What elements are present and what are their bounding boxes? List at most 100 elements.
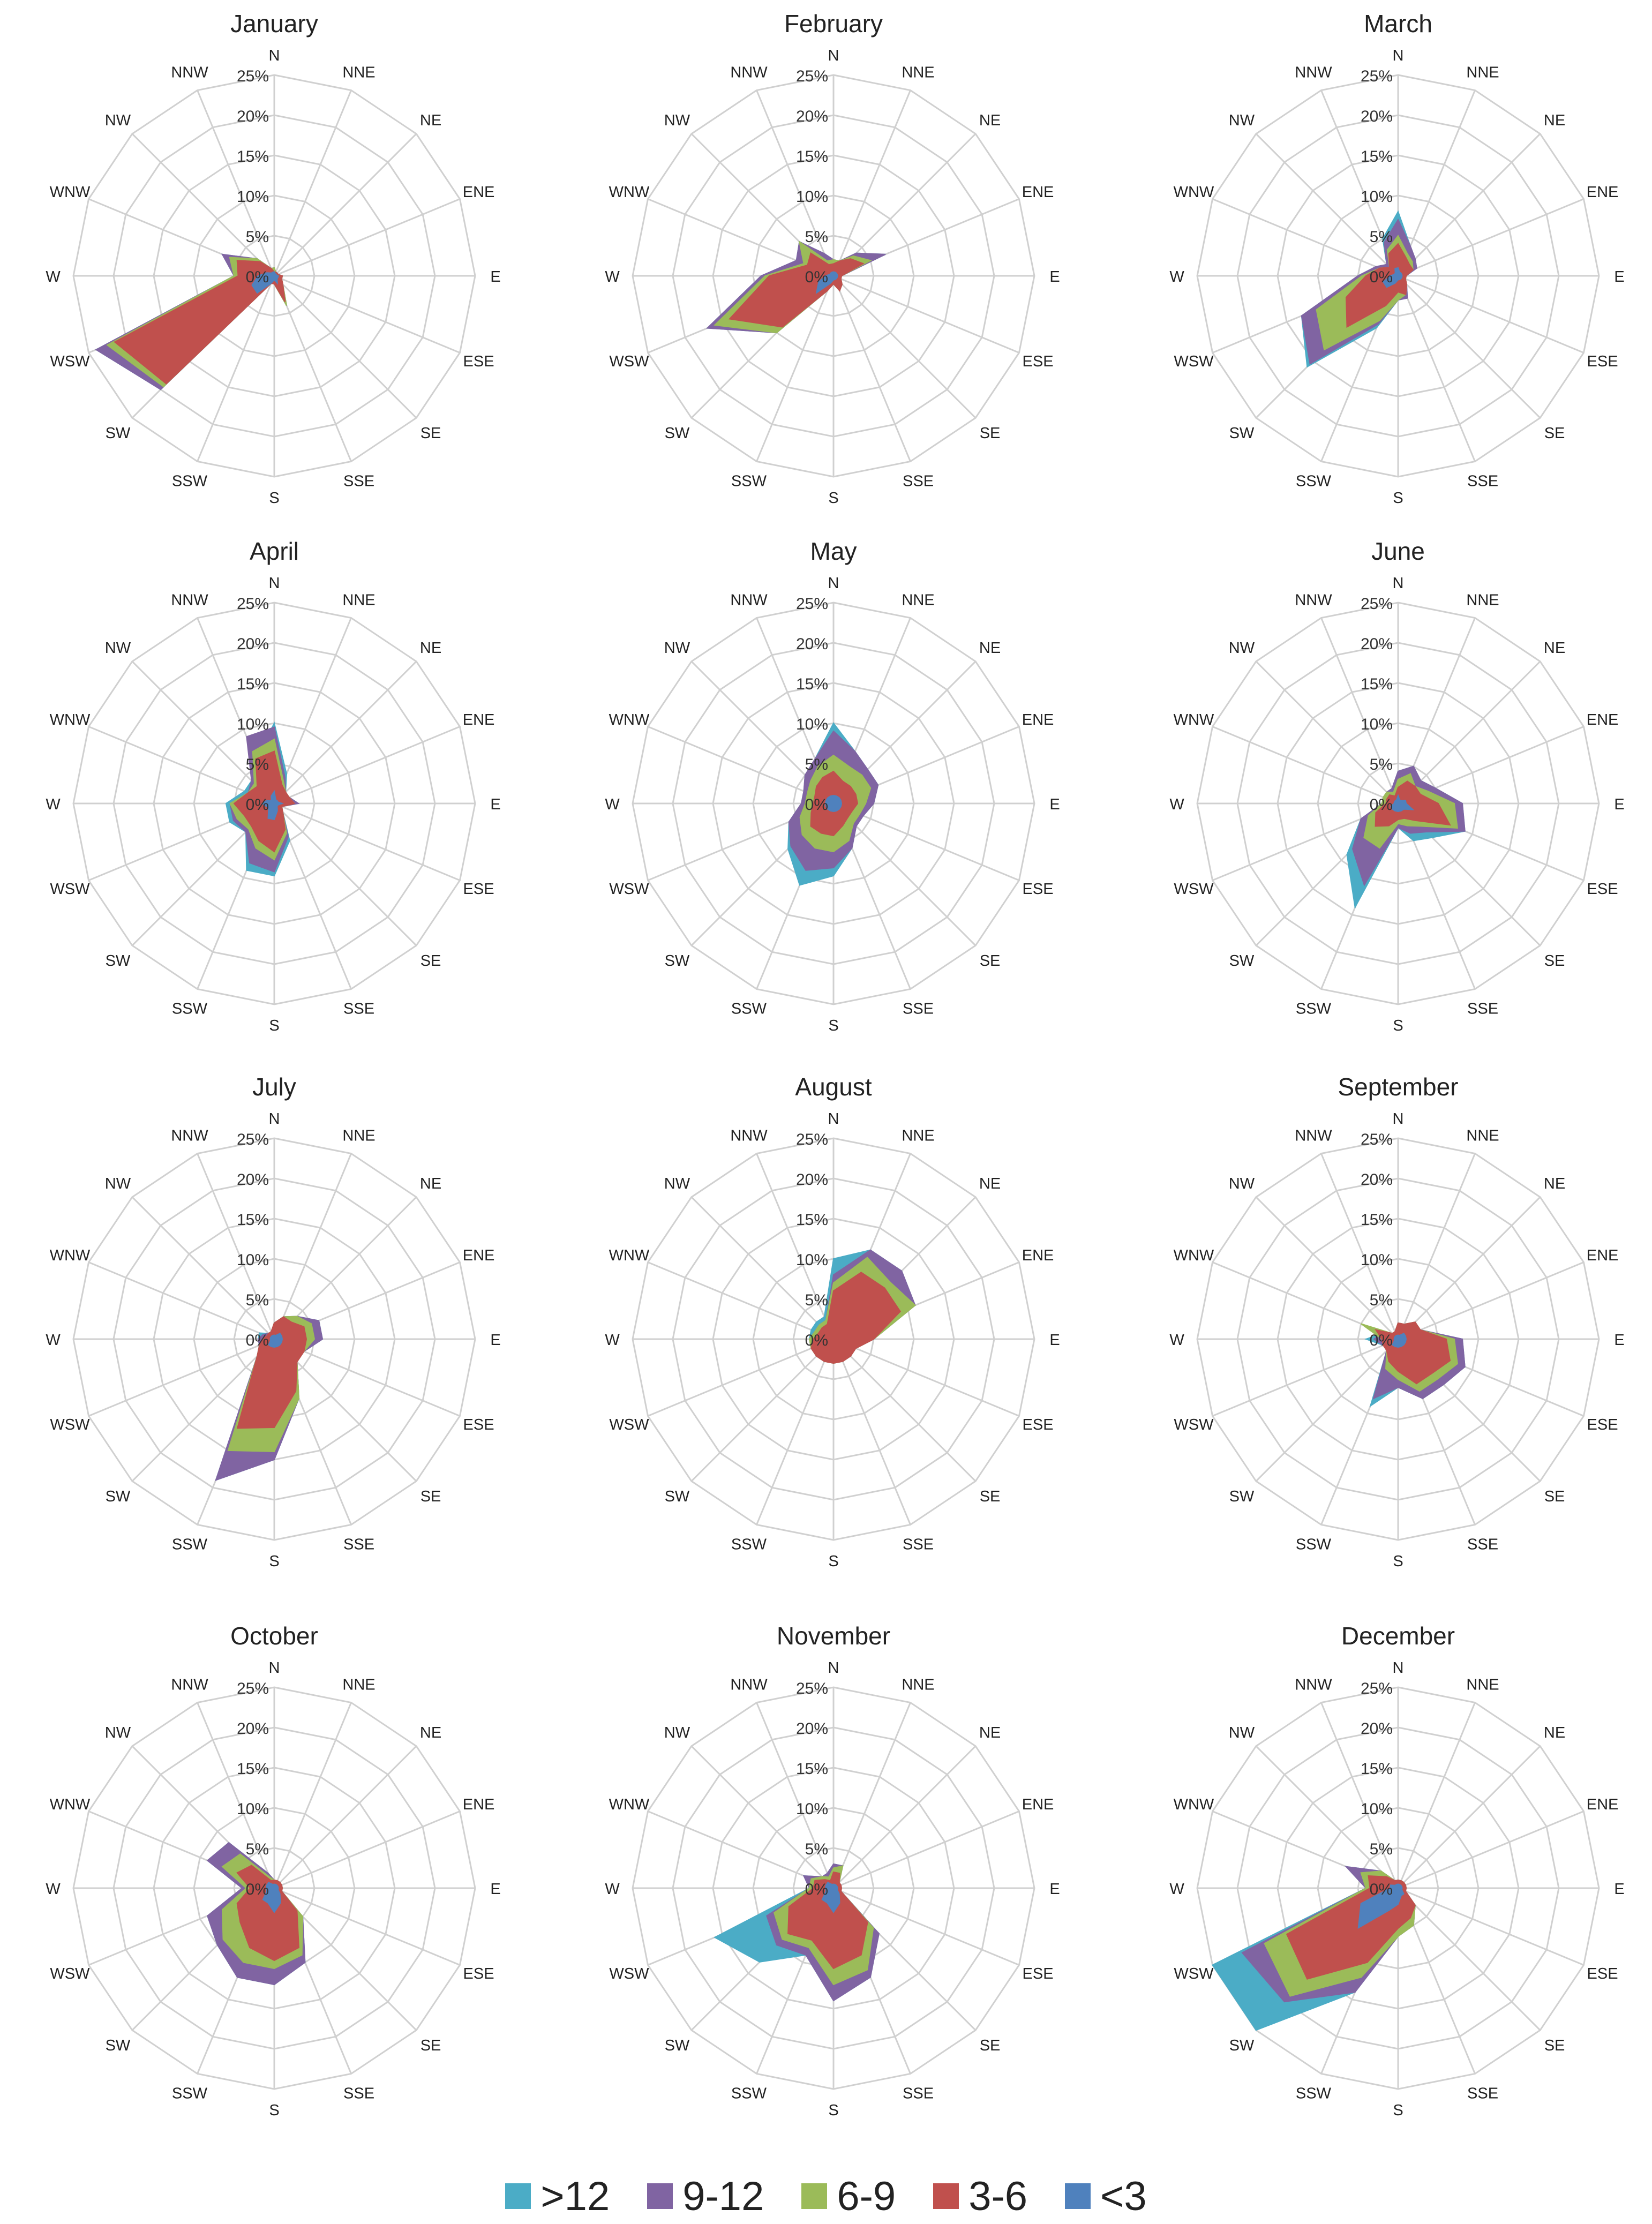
spoke	[1397, 133, 1541, 277]
direction-label: WSW	[609, 881, 649, 898]
panel-title: July	[252, 1073, 296, 1101]
direction-label: NW	[1229, 112, 1255, 129]
tick-label: 0%	[246, 1881, 269, 1898]
direction-label: ENE	[1587, 711, 1619, 728]
direction-label: ESE	[463, 1416, 494, 1433]
tick-label: 10%	[796, 716, 828, 733]
spoke	[1398, 1810, 1585, 1889]
direction-label: WSW	[1174, 353, 1214, 370]
tick-label: 25%	[237, 595, 269, 613]
series-lt3	[1392, 1333, 1407, 1348]
direction-label: SE	[420, 425, 441, 442]
direction-label: WNW	[1174, 1247, 1214, 1264]
direction-label: SSE	[903, 473, 934, 490]
direction-label: WSW	[50, 1416, 90, 1433]
spoke	[1397, 1196, 1541, 1340]
wind-rose-july: July0%5%10%15%20%25%NNNENEENEEESESESSESS…	[46, 1073, 500, 1570]
direction-label: ENE	[1022, 1247, 1054, 1264]
spoke	[1397, 89, 1476, 276]
direction-label: S	[828, 1553, 838, 1570]
spoke	[833, 1887, 1020, 1966]
direction-label: NNE	[1466, 1676, 1499, 1693]
direction-label: NNW	[171, 64, 208, 81]
direction-label: SE	[1544, 425, 1565, 442]
direction-label: SSE	[1467, 1001, 1498, 1018]
direction-label: NNW	[171, 1676, 208, 1693]
series-lt3	[261, 790, 284, 821]
direction-label: N	[828, 1659, 839, 1677]
direction-label: SW	[665, 952, 690, 970]
tick-label: 5%	[805, 756, 828, 773]
spoke	[690, 1196, 835, 1340]
tick-label: 15%	[796, 148, 828, 166]
tick-label: 25%	[796, 1131, 828, 1148]
spoke	[1397, 1153, 1476, 1340]
tick-label: 20%	[237, 1720, 269, 1738]
series-3-6	[1345, 243, 1414, 328]
spoke	[1212, 726, 1399, 805]
spoke	[647, 1261, 834, 1340]
tick-label: 0%	[1370, 1332, 1393, 1349]
spoke	[197, 1153, 275, 1340]
direction-label: N	[269, 575, 280, 592]
direction-label: S	[828, 1017, 838, 1034]
direction-label: N	[269, 47, 280, 64]
direction-label: W	[46, 1881, 61, 1898]
spoke	[833, 802, 1020, 881]
direction-label: NNE	[342, 1127, 375, 1144]
tick-label: 10%	[237, 1251, 269, 1269]
spoke	[690, 1745, 835, 1889]
spoke	[756, 275, 835, 462]
tick-label: 25%	[237, 67, 269, 85]
direction-label: SSE	[343, 1001, 374, 1018]
panel-title: November	[777, 1622, 890, 1650]
tick-label: 20%	[1361, 635, 1393, 653]
spoke	[647, 1338, 834, 1417]
spoke	[832, 1702, 911, 1889]
spoke	[274, 1810, 461, 1889]
legend-item-9-12: 9-12	[647, 2173, 764, 2220]
tick-label: 10%	[1361, 716, 1393, 733]
series-3-6	[728, 252, 865, 328]
legend-swatch-gt12	[505, 2183, 531, 2209]
direction-label: W	[1169, 1332, 1184, 1349]
spoke	[1320, 1702, 1399, 1889]
direction-label: S	[828, 2102, 838, 2119]
spoke	[88, 1338, 275, 1417]
tick-label: 10%	[796, 1251, 828, 1269]
spoke	[131, 660, 275, 805]
direction-label: S	[269, 2102, 279, 2119]
wind-rose-december: December 0% 5% 10% 15% 20% 25%N NNE NE ENE E ESE SE S…	[1169, 1622, 1624, 2119]
panel-title: February	[784, 10, 883, 37]
tick-label: 20%	[1361, 108, 1393, 125]
direction-label: ESE	[1587, 1965, 1618, 1982]
tick-label: 5%	[1370, 228, 1393, 246]
tick-label: 10%	[237, 188, 269, 206]
panel-title: January	[230, 10, 318, 37]
tick-label: 0%	[246, 796, 269, 814]
direction-label: SE	[420, 2037, 441, 2054]
tick-label: 20%	[796, 1720, 828, 1738]
tick-label: 0%	[246, 268, 269, 286]
direction-label: NW	[105, 112, 131, 129]
direction-label: N	[269, 1110, 280, 1128]
direction-label: ENE	[1022, 184, 1054, 201]
direction-label: SSW	[731, 2085, 767, 2102]
direction-label: SSE	[903, 2085, 934, 2102]
direction-label: ESE	[1587, 353, 1618, 370]
spoke	[1397, 275, 1541, 419]
direction-label: NNE	[342, 591, 375, 608]
direction-label: W	[1169, 1881, 1184, 1898]
direction-label: S	[269, 1017, 279, 1034]
spoke	[274, 802, 461, 881]
direction-label: NE	[420, 112, 441, 129]
spoke	[833, 1338, 1020, 1417]
direction-label: NE	[420, 1175, 441, 1192]
tick-label: 15%	[796, 1211, 828, 1229]
direction-label: N	[828, 1110, 839, 1128]
spoke	[88, 726, 275, 805]
tick-label: 10%	[1361, 1251, 1393, 1269]
spoke	[273, 1153, 352, 1340]
direction-label: SSE	[1467, 2085, 1498, 2102]
series-3-6	[787, 1871, 868, 1970]
